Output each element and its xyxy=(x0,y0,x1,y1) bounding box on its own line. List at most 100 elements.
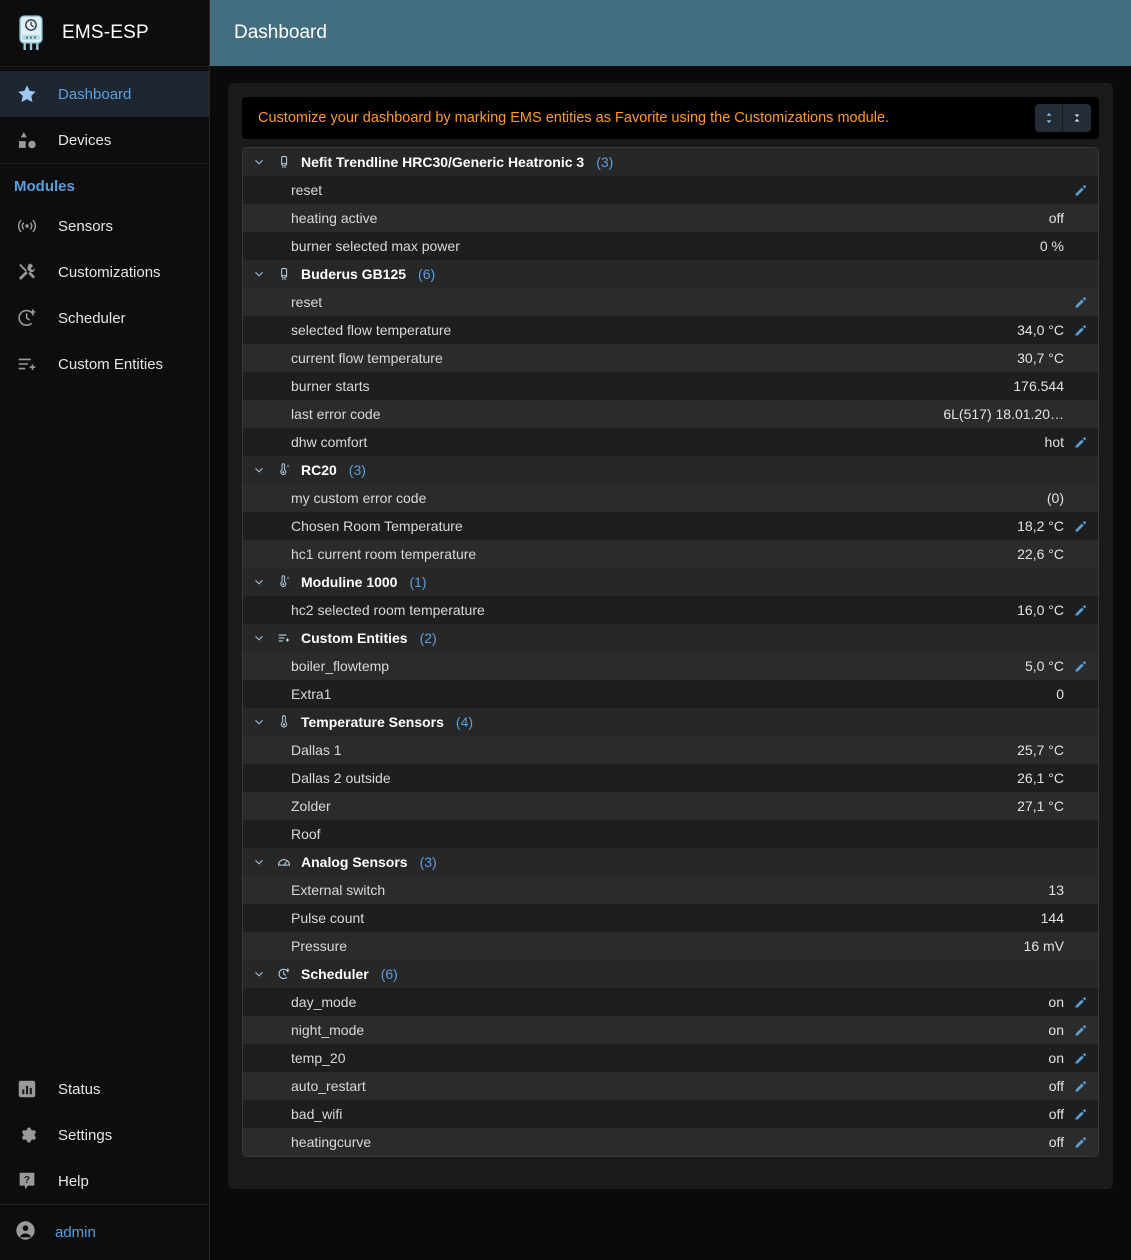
content-wrapper: Customize your dashboard by marking EMS … xyxy=(210,67,1131,1189)
entity-row[interactable]: heatingcurve off xyxy=(243,1128,1098,1156)
chevron-down-icon[interactable] xyxy=(253,716,267,728)
entity-row[interactable]: reset xyxy=(243,288,1098,316)
entity-row[interactable]: External switch 13 xyxy=(243,876,1098,904)
edit-pencil-icon[interactable] xyxy=(1068,659,1092,674)
entity-value: 0 xyxy=(1056,686,1064,702)
chevron-down-icon[interactable] xyxy=(253,576,267,588)
entity-row[interactable]: boiler_flowtemp 5,0 °C xyxy=(243,652,1098,680)
thermostat-icon: A xyxy=(275,575,293,589)
sidebar-user-admin[interactable]: admin xyxy=(0,1204,209,1260)
entity-row[interactable]: burner selected max power 0 % xyxy=(243,232,1098,260)
tools-icon xyxy=(14,261,40,283)
chevron-down-icon[interactable] xyxy=(253,156,267,168)
entity-value: 13 xyxy=(1048,882,1064,898)
entity-row[interactable]: auto_restart off xyxy=(243,1072,1098,1100)
sidebar-item-scheduler[interactable]: Scheduler xyxy=(0,295,209,341)
dashboard-panel: Customize your dashboard by marking EMS … xyxy=(228,83,1113,1189)
sidebar-item-settings[interactable]: Settings xyxy=(0,1112,209,1158)
chevron-down-icon[interactable] xyxy=(253,268,267,280)
entity-row[interactable]: reset xyxy=(243,176,1098,204)
entity-row[interactable]: Roof xyxy=(243,820,1098,848)
edit-pencil-icon[interactable] xyxy=(1068,1079,1092,1094)
sidebar-item-customizations[interactable]: Customizations xyxy=(0,249,209,295)
entity-row[interactable]: hc2 selected room temperature 16,0 °C xyxy=(243,596,1098,624)
entity-row[interactable]: Extra1 0 xyxy=(243,680,1098,708)
alert-button-group xyxy=(1035,104,1091,132)
edit-pencil-icon[interactable] xyxy=(1068,603,1092,618)
sensor-broadcast-icon xyxy=(14,215,40,237)
entity-value: 34,0 °C xyxy=(1017,322,1064,338)
group-name: Custom Entities xyxy=(301,630,408,646)
chevron-down-icon[interactable] xyxy=(253,632,267,644)
entity-row[interactable]: current flow temperature 30,7 °C xyxy=(243,344,1098,372)
entity-row[interactable]: night_mode on xyxy=(243,1016,1098,1044)
entity-row[interactable]: Pressure 16 mV xyxy=(243,932,1098,960)
entity-row[interactable]: selected flow temperature 34,0 °C xyxy=(243,316,1098,344)
edit-pencil-icon[interactable] xyxy=(1068,435,1092,450)
entity-value: (0) xyxy=(1046,490,1064,506)
entity-row[interactable]: temp_20 on xyxy=(243,1044,1098,1072)
entity-name: day_mode xyxy=(291,994,357,1010)
entity-row[interactable]: bad_wifi off xyxy=(243,1100,1098,1128)
entity-row[interactable]: day_mode on xyxy=(243,988,1098,1016)
sidebar-nav-bottom: Status Settings ? Help xyxy=(0,1066,209,1260)
collapse-all-button[interactable] xyxy=(1063,104,1091,132)
entity-row[interactable]: Zolder 27,1 °C xyxy=(243,792,1098,820)
entity-row[interactable]: my custom error code (0) xyxy=(243,484,1098,512)
entity-row[interactable]: last error code 6L(517) 18.01.20… xyxy=(243,400,1098,428)
group-name: Analog Sensors xyxy=(301,854,408,870)
chevron-down-icon[interactable] xyxy=(253,856,267,868)
clock-plus-icon xyxy=(14,307,40,329)
group-count: (6) xyxy=(418,266,436,282)
edit-pencil-icon[interactable] xyxy=(1068,295,1092,310)
entity-row[interactable]: heating active off xyxy=(243,204,1098,232)
entity-row[interactable]: Dallas 1 25,7 °C xyxy=(243,736,1098,764)
sidebar-item-help[interactable]: ? Help xyxy=(0,1158,209,1204)
entity-row[interactable]: Pulse count 144 xyxy=(243,904,1098,932)
edit-pencil-icon[interactable] xyxy=(1068,1135,1092,1150)
sidebar-item-status[interactable]: Status xyxy=(0,1066,209,1112)
expand-all-button[interactable] xyxy=(1035,104,1063,132)
edit-pencil-icon[interactable] xyxy=(1068,1107,1092,1122)
entity-row[interactable]: burner starts 176.544 xyxy=(243,372,1098,400)
group-header[interactable]: Temperature Sensors (4) xyxy=(243,708,1098,736)
edit-pencil-icon[interactable] xyxy=(1068,323,1092,338)
edit-pencil-icon[interactable] xyxy=(1068,1023,1092,1038)
sidebar-item-label: Sensors xyxy=(58,217,114,235)
entity-row[interactable]: Chosen Room Temperature 18,2 °C xyxy=(243,512,1098,540)
chevron-down-icon[interactable] xyxy=(253,968,267,980)
edit-pencil-icon[interactable] xyxy=(1068,1051,1092,1066)
group-header[interactable]: Nefit Trendline HRC30/Generic Heatronic … xyxy=(243,148,1098,176)
sidebar-item-custom-entities[interactable]: Custom Entities xyxy=(0,341,209,387)
entity-name: Dallas 2 outside xyxy=(291,770,391,786)
sidebar-item-devices[interactable]: Devices xyxy=(0,117,209,163)
group-header[interactable]: Scheduler (6) xyxy=(243,960,1098,988)
entity-row[interactable]: hc1 current room temperature 22,6 °C xyxy=(243,540,1098,568)
sidebar-user-label: admin xyxy=(55,1224,96,1241)
entity-name: dhw comfort xyxy=(291,434,368,450)
entity-value: off xyxy=(1048,1078,1064,1094)
group-header[interactable]: Custom Entities (2) xyxy=(243,624,1098,652)
sidebar-item-sensors[interactable]: Sensors xyxy=(0,203,209,249)
entity-value: hot xyxy=(1044,434,1064,450)
group-header[interactable]: A RC20 (3) xyxy=(243,456,1098,484)
group-header[interactable]: Buderus GB125 (6) xyxy=(243,260,1098,288)
sidebar-item-dashboard[interactable]: Dashboard xyxy=(0,71,209,117)
account-circle-icon xyxy=(14,1219,37,1246)
edit-pencil-icon[interactable] xyxy=(1068,519,1092,534)
entity-name: selected flow temperature xyxy=(291,322,452,338)
entity-value: 26,1 °C xyxy=(1017,770,1064,786)
edit-pencil-icon[interactable] xyxy=(1068,995,1092,1010)
group-header[interactable]: Analog Sensors (3) xyxy=(243,848,1098,876)
page-title: Dashboard xyxy=(234,22,327,43)
edit-pencil-icon[interactable] xyxy=(1068,183,1092,198)
star-icon xyxy=(14,83,40,105)
entity-name: External switch xyxy=(291,882,386,898)
entity-name: last error code xyxy=(291,406,381,422)
entity-row[interactable]: dhw comfort hot xyxy=(243,428,1098,456)
group-header[interactable]: A Moduline 1000 (1) xyxy=(243,568,1098,596)
chevron-down-icon[interactable] xyxy=(253,464,267,476)
entity-row[interactable]: Dallas 2 outside 26,1 °C xyxy=(243,764,1098,792)
group-count: (2) xyxy=(419,630,437,646)
entity-name: boiler_flowtemp xyxy=(291,658,390,674)
